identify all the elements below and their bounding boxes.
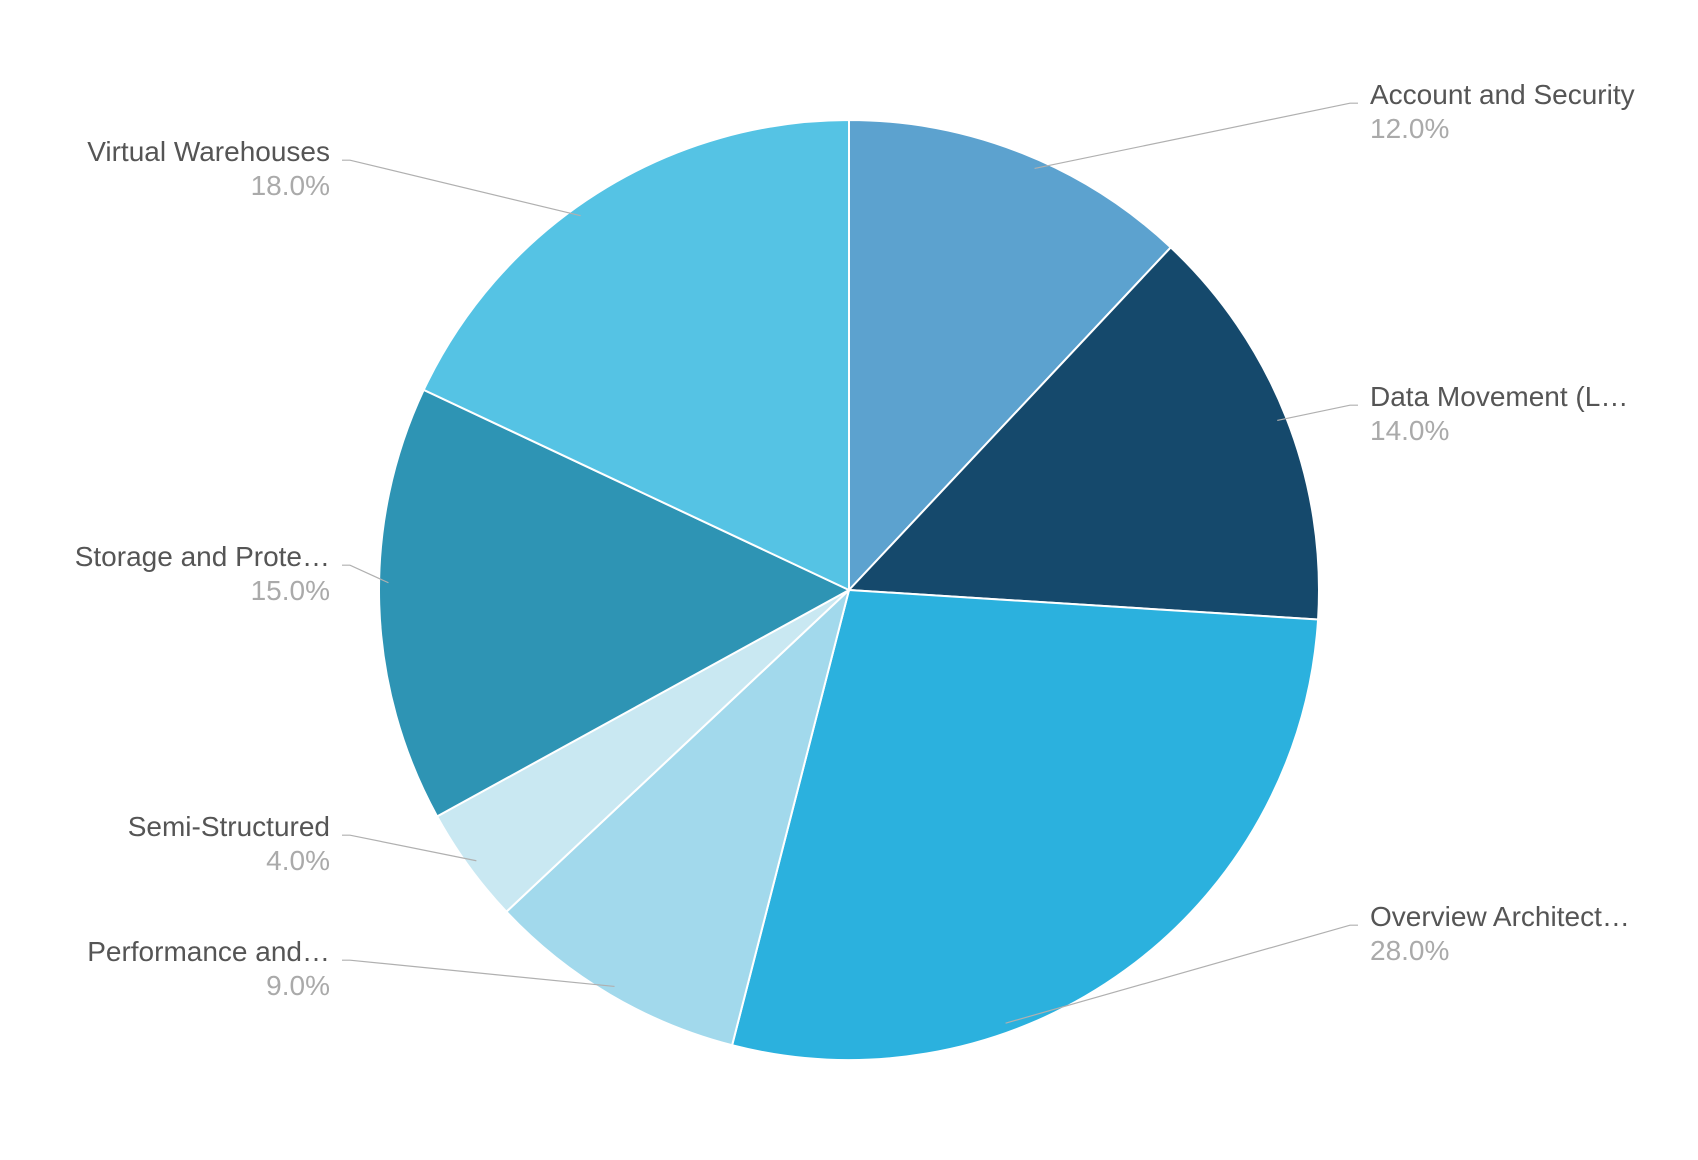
slice-label-percent: 4.0% bbox=[128, 844, 330, 878]
slice-label: Account and Security12.0% bbox=[1370, 78, 1635, 145]
slice-label-title: Virtual Warehouses bbox=[87, 135, 330, 169]
slice-label-title: Overview Architect… bbox=[1370, 900, 1630, 934]
slice-label-title: Semi-Structured bbox=[128, 810, 330, 844]
slice-label-title: Performance and… bbox=[87, 935, 330, 969]
slice-label-title: Data Movement (L… bbox=[1370, 380, 1628, 414]
pie-chart-container: Account and Security12.0% Data Movement (… bbox=[0, 0, 1698, 1160]
slice-label-title: Account and Security bbox=[1370, 78, 1635, 112]
slice-label-percent: 12.0% bbox=[1370, 112, 1635, 146]
leader-line bbox=[1035, 103, 1358, 168]
slice-label-percent: 14.0% bbox=[1370, 414, 1628, 448]
slice-label: Overview Architect…28.0% bbox=[1370, 900, 1630, 967]
slice-label: Semi-Structured4.0% bbox=[128, 810, 330, 877]
slice-label: Storage and Prote…15.0% bbox=[75, 540, 330, 607]
leader-line bbox=[342, 160, 581, 215]
slice-label-percent: 9.0% bbox=[87, 969, 330, 1003]
slice-label: Performance and…9.0% bbox=[87, 935, 330, 1002]
slice-label-title: Storage and Prote… bbox=[75, 540, 330, 574]
slice-label-percent: 18.0% bbox=[87, 169, 330, 203]
slice-label-percent: 28.0% bbox=[1370, 934, 1630, 968]
leader-line bbox=[1277, 405, 1358, 420]
slice-label: Data Movement (L…14.0% bbox=[1370, 380, 1628, 447]
slice-label: Virtual Warehouses18.0% bbox=[87, 135, 330, 202]
slice-label-percent: 15.0% bbox=[75, 574, 330, 608]
